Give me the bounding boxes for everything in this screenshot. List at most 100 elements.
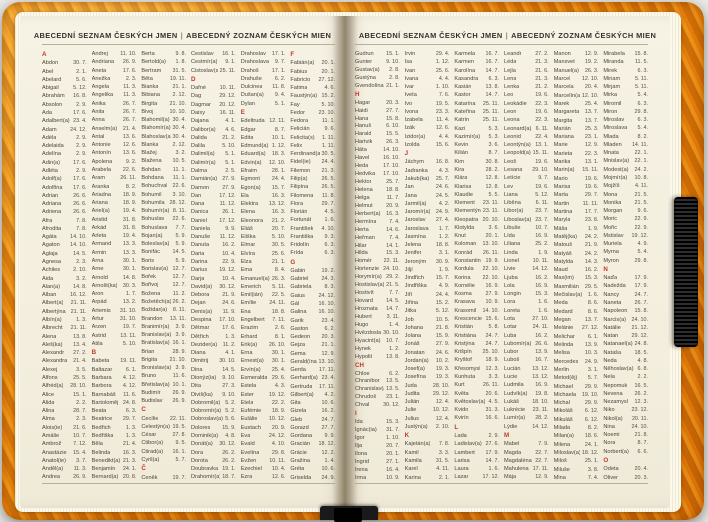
- name-entry: Kryštof 18. 9.: [454, 357, 499, 363]
- name-entry: Antonie 12. 6.: [92, 142, 137, 148]
- name-label: Agnesa: [42, 259, 61, 266]
- name-label: Alexandra: [42, 358, 68, 365]
- name-entry: Bedřich 1. 3.: [92, 425, 137, 431]
- name-entry: Magda 22. 7.: [504, 450, 549, 456]
- name-entry: Julie 10. 12.: [405, 407, 450, 413]
- nameday-date: 29. 8.: [271, 449, 286, 456]
- nameday-date: 12. 3.: [634, 399, 649, 406]
- name-entry: Albín(a) 1. 3.: [42, 317, 87, 323]
- name-entry: Diana 4. 1.: [191, 350, 236, 356]
- nameday-date: 5. 1.: [225, 151, 236, 158]
- name-label: Bohuslava: [141, 224, 168, 231]
- nameday-date: 8. 2.: [587, 425, 599, 432]
- name-entry: Brigita 21. 10.: [141, 357, 186, 363]
- name-label: Něhoslav(a): [603, 366, 634, 373]
- nameday-date: 25. 4.: [271, 366, 286, 373]
- name-entry: Kazimír(a) 5. 3.: [454, 134, 499, 140]
- nameday-date: 18. 9.: [485, 357, 500, 364]
- name-entry: Kristián 5. 8.: [454, 324, 499, 330]
- name-label: Norbert(a): [603, 448, 629, 455]
- elastic-band-icon[interactable]: [674, 197, 698, 347]
- nameday-date: 7. 7.: [389, 290, 400, 297]
- name-label: Ignác(ia): [355, 427, 377, 434]
- name-entry: Margareta 13. 7.: [554, 109, 599, 115]
- nameday-date: 24. 8.: [122, 399, 137, 406]
- nameday-date: 21. 4.: [73, 358, 87, 365]
- name-entry: Adléta 2. 9.: [42, 168, 87, 174]
- name-entry: Andrea 26. 9.: [42, 474, 87, 480]
- name-label: Gita: [290, 400, 301, 407]
- name-entry: Ester 19. 12.: [241, 392, 286, 398]
- name-label: Mina: [553, 474, 566, 481]
- name-label: Břetislav(a): [141, 381, 170, 388]
- nameday-date: 16. 9.: [535, 382, 549, 389]
- name-entry: Kim 30. 8.: [454, 159, 499, 165]
- name-label: Mona: [603, 191, 618, 198]
- name-label: Marie: [553, 142, 568, 149]
- name-label: Mariana: [553, 134, 574, 141]
- nameday-date: 6. 11.: [535, 200, 549, 207]
- name-entry: Napoleon 15. 8.: [603, 308, 648, 314]
- name-entry: Anastázie 15. 4.: [42, 450, 87, 456]
- nameday-date: 29. 4.: [435, 51, 450, 57]
- name-entry: Faustýn(a) 15. 2.: [290, 93, 335, 99]
- nameday-date: 16. 2.: [584, 267, 599, 274]
- name-entry: Mansvet 19. 2.: [554, 59, 599, 65]
- name-label: Adelaida: [42, 143, 64, 150]
- name-label: Andrej: [91, 51, 108, 57]
- nameday-date: 16. 7.: [535, 357, 549, 364]
- nameday-date: 21. 3.: [321, 167, 336, 174]
- name-entry: Natan 29. 12.: [603, 333, 648, 339]
- name-label: Arabela: [91, 166, 111, 173]
- section-letter: O: [603, 457, 609, 465]
- name-label: Erhard: [240, 333, 258, 340]
- nameday-date: 13. 10.: [318, 358, 336, 365]
- nameday-date: 22. 6.: [172, 183, 187, 190]
- nameday-date: 4. 2.: [324, 391, 336, 398]
- name-entry: Hubert 3. 11.: [355, 314, 400, 320]
- name-label: Hanuš: [355, 123, 372, 130]
- name-entry: Miloslav(a) 18. 12.: [554, 450, 599, 456]
- section-letter: G: [290, 258, 296, 266]
- name-entry: Miranda 11. 5.: [603, 59, 648, 65]
- nameday-date: 6. 1.: [587, 333, 599, 340]
- name-entry: Bohumila 28. 12.: [141, 200, 186, 206]
- nameday-date: 3. 8.: [587, 466, 599, 473]
- name-entry: Miriam 5. 11.: [603, 76, 648, 82]
- nameday-date: 16. 5.: [634, 382, 649, 389]
- nameday-date: 5. 11.: [272, 283, 286, 290]
- name-entry: Esmeralda 29. 6.: [241, 375, 286, 381]
- name-label: František: [290, 225, 314, 232]
- name-entry: Gema 12. 9.: [290, 351, 335, 357]
- nameday-date: 4. 11.: [436, 466, 450, 473]
- nameday-date: 4. 4.: [438, 75, 450, 82]
- name-entry: Estela 4. 3.: [241, 383, 286, 389]
- nameday-date: 7. 11.: [272, 317, 286, 323]
- nameday-date: 15. 1.: [386, 51, 400, 57]
- name-label: Engelbert: [240, 317, 265, 323]
- nameday-date: 14. 1.: [386, 242, 400, 249]
- nameday-date: 8. 7.: [488, 150, 500, 157]
- nameday-date: 14. 7.: [485, 67, 500, 74]
- name-entry: Denis(a) 11. 9.: [191, 309, 236, 315]
- name-label: Konstantin: [454, 258, 481, 265]
- section-letter: B: [91, 349, 97, 357]
- name-entry: Ludmila 16. 9.: [504, 382, 549, 388]
- name-label: Myrna: [603, 249, 619, 256]
- bookmark-ribbon-icon[interactable]: [320, 506, 378, 522]
- name-label: Ida: [355, 419, 363, 426]
- name-entry: Budimír 26. 9.: [141, 390, 186, 396]
- name-label: Nataša: [603, 349, 622, 356]
- nameday-date: 13. 3.: [122, 249, 137, 256]
- nameday-date: 10. 1.: [271, 134, 286, 141]
- name-label: Dafné: [191, 85, 206, 92]
- nameday-date: 5. 12.: [73, 85, 87, 92]
- name-label: Arna: [91, 258, 104, 265]
- name-entry: Angelika 11. 3.: [92, 92, 137, 98]
- name-label: Anežka: [91, 75, 111, 82]
- name-label: Ezechiel: [240, 466, 262, 473]
- name-label: Miriam: [603, 75, 621, 82]
- name-entry: Andrej 11. 10.: [92, 51, 137, 57]
- name-label: Marin(a): [553, 167, 575, 174]
- name-entry: Abigail 5. 12.: [42, 85, 87, 91]
